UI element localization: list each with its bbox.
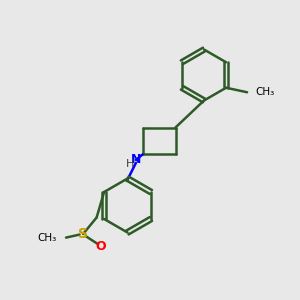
Text: H: H	[126, 159, 134, 169]
Text: CH₃: CH₃	[38, 232, 57, 243]
Text: O: O	[96, 240, 106, 253]
Text: N: N	[131, 153, 141, 167]
Text: S: S	[78, 227, 88, 241]
Text: CH₃: CH₃	[256, 87, 275, 97]
